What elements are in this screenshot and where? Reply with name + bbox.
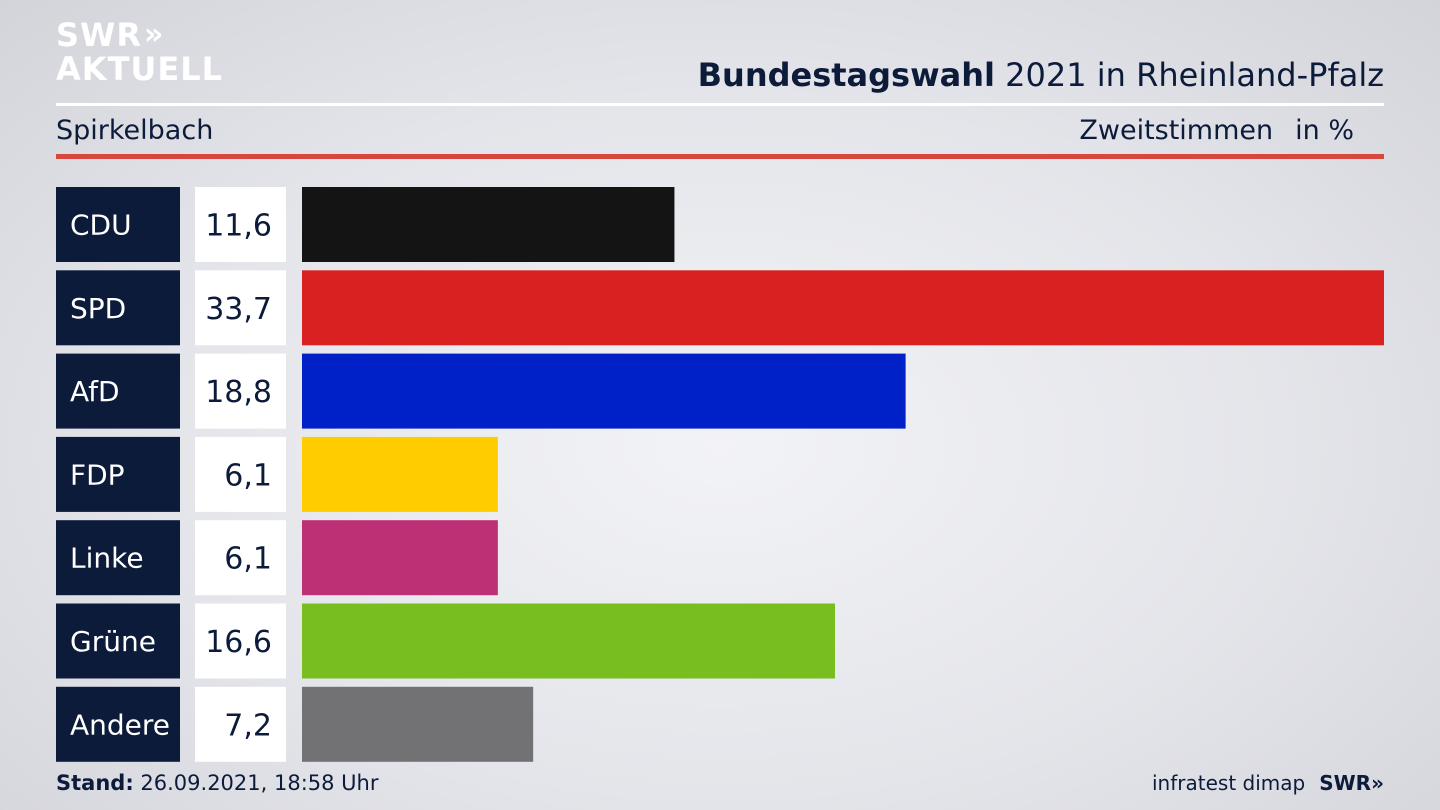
value-box-fdp (195, 436, 286, 512)
value-box-spd (195, 270, 286, 346)
logo-swr: SWR (56, 16, 142, 54)
source-credit: infratest dimap SWR» (1152, 771, 1384, 795)
bar-gr-ne (302, 603, 835, 679)
party-label-box-spd (56, 270, 180, 346)
party-label-spd: SPD (70, 292, 126, 325)
party-label-fdp: FDP (70, 458, 125, 491)
value-label-gr-ne: 16,6 (205, 625, 272, 660)
bar-fdp (302, 436, 498, 512)
value-box-cdu (195, 187, 286, 262)
stand-label: Stand: (56, 771, 134, 795)
value-label-cdu: 11,6 (205, 209, 272, 244)
party-label-andere: Andere (70, 708, 170, 741)
swr-aktuell-logo: SWR» AKTUELL (56, 16, 224, 88)
stand-value: 26.09.2021, 18:58 Uhr (133, 771, 379, 795)
value-label-afd: 18,8 (205, 375, 272, 410)
page-title: Bundestagswahl 2021 in Rheinland-Pfalz (698, 56, 1384, 94)
bar-andere (302, 686, 534, 762)
value-box-gr-ne (195, 603, 286, 679)
value-label-andere: 7,2 (224, 708, 272, 743)
timestamp: Stand: 26.09.2021, 18:58 Uhr (56, 771, 379, 795)
value-box-afd (195, 353, 286, 429)
unit-text: in % (1295, 115, 1354, 146)
logo-aktuell: AKTUELL (56, 50, 224, 88)
value-box-linke (195, 520, 286, 596)
party-label-afd: AfD (70, 375, 120, 408)
bar-afd (302, 353, 906, 429)
bar-linke (302, 520, 498, 596)
party-label-box-cdu (56, 187, 180, 262)
party-label-cdu: CDU (70, 209, 132, 242)
value-box-andere (195, 686, 286, 762)
value-label-fdp: 6,1 (224, 458, 272, 493)
source-name: infratest dimap (1152, 771, 1306, 795)
party-label-box-afd (56, 353, 180, 429)
swr-brand-logo: SWR» (1319, 771, 1384, 795)
bar-cdu (302, 187, 675, 262)
title-bold: Bundestagswahl (697, 56, 995, 94)
header-divider (56, 103, 1384, 106)
bar-spd (302, 270, 1384, 346)
party-label-linke: Linke (70, 542, 144, 575)
value-label-linke: 6,1 (224, 542, 272, 577)
party-label-gr-ne: Grüne (70, 625, 156, 658)
party-label-box-gr-ne (56, 603, 180, 679)
value-label-spd: 33,7 (205, 292, 272, 327)
accent-divider (56, 154, 1384, 159)
party-label-box-linke (56, 520, 180, 596)
title-rest: 2021 in Rheinland-Pfalz (995, 56, 1384, 94)
vote-type: Zweitstimmen (1079, 115, 1274, 146)
unit-label: Zweitstimmen in % (1079, 115, 1354, 146)
party-label-box-fdp (56, 436, 180, 512)
party-label-box-andere (56, 686, 180, 762)
region-name: Spirkelbach (56, 115, 214, 146)
